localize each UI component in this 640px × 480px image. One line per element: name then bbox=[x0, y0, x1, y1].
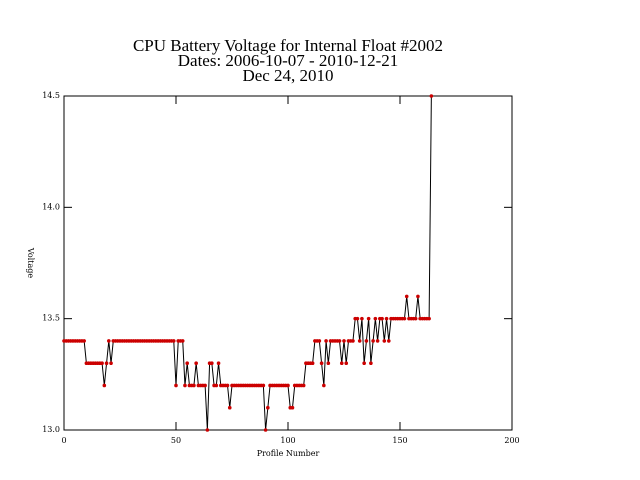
data-point bbox=[344, 361, 349, 366]
y-axis-label: Voltage bbox=[26, 247, 35, 279]
y-tick-label: 13.0 bbox=[42, 425, 60, 434]
data-point bbox=[373, 316, 378, 321]
data-point bbox=[382, 339, 387, 343]
data-point bbox=[266, 405, 270, 410]
data-point bbox=[384, 316, 389, 321]
data-point bbox=[404, 294, 409, 299]
data-point bbox=[109, 361, 113, 366]
y-tick-label: 14.5 bbox=[42, 91, 60, 100]
data-point bbox=[104, 361, 109, 366]
data-point bbox=[364, 339, 369, 343]
data-point bbox=[342, 339, 346, 343]
data-point bbox=[102, 383, 107, 388]
plot-frame bbox=[63, 95, 513, 431]
x-tick-label: 50 bbox=[171, 436, 181, 445]
data-point bbox=[324, 339, 328, 343]
data-point bbox=[360, 316, 364, 321]
data-point bbox=[310, 361, 315, 366]
chart-title: Dates: 2006-10-07 - 2010-12-21 bbox=[178, 51, 399, 70]
chart-title: CPU Battery Voltage for Internal Float #… bbox=[133, 36, 443, 55]
data-point bbox=[387, 339, 391, 343]
data-point bbox=[402, 316, 407, 321]
data-point bbox=[227, 405, 232, 410]
data-point bbox=[301, 383, 306, 388]
data-point bbox=[185, 361, 189, 366]
x-tick-label: 150 bbox=[392, 436, 407, 445]
x-axis-label: Profile Number bbox=[257, 449, 320, 458]
data-point bbox=[192, 383, 196, 388]
data-point bbox=[100, 361, 104, 366]
data-point bbox=[355, 316, 360, 321]
chart-title: Dec 24, 2010 bbox=[242, 66, 333, 85]
data-point bbox=[194, 361, 198, 366]
data-point bbox=[326, 361, 331, 366]
data-point bbox=[357, 339, 362, 343]
data-point bbox=[317, 339, 322, 343]
data-point bbox=[225, 383, 230, 388]
data-point bbox=[339, 361, 344, 366]
data-point bbox=[214, 383, 219, 388]
data-point bbox=[216, 361, 221, 366]
data-point bbox=[371, 339, 375, 343]
data-point bbox=[413, 316, 418, 321]
data-point bbox=[322, 383, 326, 388]
data-point bbox=[180, 339, 185, 343]
data-point bbox=[319, 361, 324, 366]
data-point bbox=[290, 405, 295, 410]
data-point bbox=[337, 339, 342, 343]
x-tick-label: 100 bbox=[280, 436, 295, 445]
data-point bbox=[351, 339, 355, 343]
data-point bbox=[369, 361, 373, 366]
data-point bbox=[203, 383, 207, 388]
data-point bbox=[205, 428, 210, 432]
x-tick-label: 200 bbox=[504, 436, 519, 445]
data-line bbox=[64, 95, 432, 431]
data-point bbox=[107, 339, 111, 343]
data-point bbox=[263, 428, 268, 432]
data-point bbox=[286, 383, 290, 388]
x-tick-label: 0 bbox=[61, 436, 66, 445]
data-point bbox=[183, 383, 187, 388]
data-point bbox=[375, 339, 380, 343]
data-point bbox=[174, 383, 178, 388]
data-point bbox=[261, 383, 266, 388]
data-point bbox=[82, 339, 86, 343]
data-point bbox=[171, 339, 176, 343]
data-point bbox=[427, 316, 431, 321]
data-point bbox=[380, 316, 384, 321]
data-point bbox=[416, 294, 420, 299]
data-point bbox=[366, 316, 371, 321]
data-point bbox=[362, 361, 366, 366]
y-tick-label: 14.0 bbox=[42, 202, 60, 211]
data-point bbox=[429, 94, 434, 98]
y-tick-label: 13.5 bbox=[42, 314, 60, 323]
data-point bbox=[210, 361, 214, 366]
